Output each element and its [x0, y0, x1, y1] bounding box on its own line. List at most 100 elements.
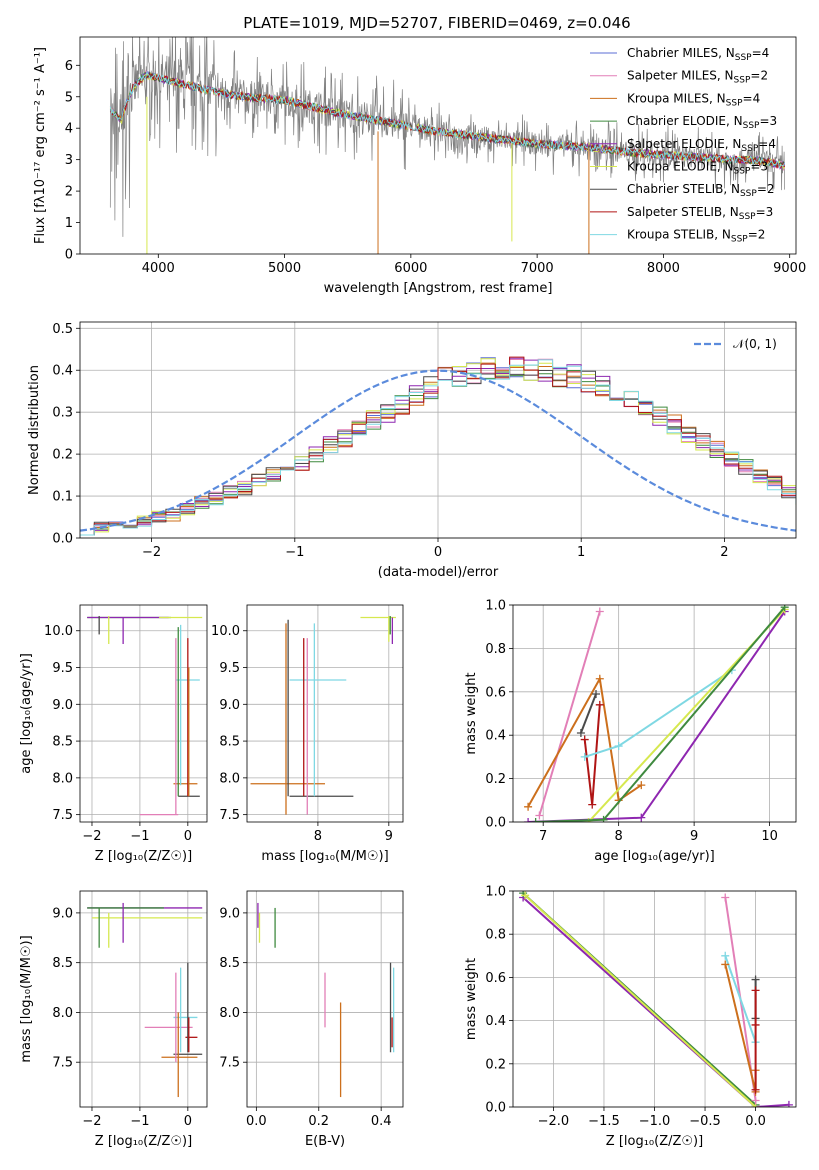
x-tick-label: 8000 [647, 261, 680, 276]
x-tick-label: 0.4 [371, 1114, 392, 1129]
x-tick-label: 7 [539, 829, 547, 844]
y-tick-label: 9.0 [219, 906, 240, 921]
weight-point-marker [614, 742, 623, 751]
y-tick-label: 9.0 [219, 698, 240, 713]
legend-label: Chabrier STELIB, NSSP=2 [627, 182, 775, 199]
x-axis-label: (data-model)/error [378, 565, 499, 580]
x-tick-label: 0.0 [745, 1114, 766, 1129]
spectrum-axes: 4000 5000 6000 7000 8000 9000 0 1 2 3 4 5 6 wavelengt… [33, 47, 806, 296]
kroupa-stelib-weight-line [724, 955, 757, 1043]
y-tick-label: 9.0 [52, 906, 73, 921]
chabrier-stelib-weight-line [579, 693, 597, 734]
x-tick-label: −2 [142, 545, 161, 560]
y-tick-label: 9.5 [219, 661, 240, 676]
x-axis-label: age [log₁₀(age/yr)] [594, 849, 715, 864]
y-tick-label: 0.6 [485, 971, 506, 986]
y-axis-label: mass weight [464, 672, 479, 754]
x-tick-label: 0 [184, 1114, 192, 1129]
y-tick-label: 9.0 [52, 698, 73, 713]
legend-label: Salpeter MILES, NSSP=2 [627, 69, 768, 86]
y-tick-label: 8.0 [52, 1006, 73, 1021]
y-tick-label: 8.5 [52, 956, 73, 971]
x-axis-label: E(B-V) [305, 1134, 345, 1149]
y-tick-label: 0.0 [52, 532, 73, 547]
x-axis-label: mass [log₁₀(M/M☉)] [261, 849, 388, 864]
normal-distribution-curve [80, 369, 796, 532]
y-tick-label: 0.0 [485, 1101, 506, 1116]
legend-label: Kroupa ELODIE, NSSP=3 [627, 160, 768, 177]
legend-label: Salpeter ELODIE, NSSP=4 [627, 137, 776, 154]
y-axis-label: mass weight [464, 958, 479, 1040]
y-tick-label: 6 [65, 59, 73, 74]
chabrier-stelib-model-line [109, 70, 785, 168]
weight-point-marker [751, 1020, 760, 1029]
y-tick-label: 8.5 [219, 735, 240, 750]
weight-point-marker [535, 811, 544, 820]
y-axis-label: age [log₁₀(age/yr)] [19, 653, 34, 774]
weight-point-marker [721, 951, 730, 960]
x-tick-label: −2 [82, 1114, 101, 1129]
age-vs-mass-marks [250, 616, 396, 815]
y-tick-label: 2 [65, 185, 73, 200]
weight-point-marker [721, 893, 730, 902]
x-tick-label: 9 [690, 829, 698, 844]
residuals-frame [79, 321, 797, 539]
weight-point-marker [751, 1096, 760, 1105]
x-tick-label: −1 [130, 1114, 149, 1129]
x-tick-label: 6000 [394, 261, 427, 276]
weight_vs_age-axes: 7 8 9 10 0.0 0.2 0.4 0.6 0.8 1.0 age [log₁₀(age/yr… [464, 599, 796, 864]
x-tick-label: 0.2 [308, 1114, 329, 1129]
x-tick-label: 1 [577, 545, 585, 560]
weight-point-marker [580, 735, 589, 744]
weight-point-marker [595, 674, 604, 683]
x-tick-label: 7000 [521, 261, 554, 276]
salpeter-elodie-histogram [80, 357, 796, 538]
x-tick-label: 8 [314, 829, 322, 844]
weight-point-marker [637, 813, 646, 822]
y-tick-label: 0.4 [485, 1014, 506, 1029]
weight-point-marker [595, 607, 604, 616]
legend-label: Chabrier ELODIE, NSSP=3 [627, 114, 777, 131]
x-tick-label: 5000 [268, 261, 301, 276]
mass-vs-Z-frame [79, 890, 208, 1108]
legend-label: Kroupa MILES, NSSP=4 [627, 91, 760, 108]
y-tick-label: 0.5 [52, 322, 73, 337]
salpeter-stelib-model-line [109, 73, 786, 169]
kroupa-elodie-weight-line [524, 894, 757, 1107]
legend-label: Salpeter STELIB, NSSP=3 [627, 205, 773, 222]
x-tick-label: 9000 [773, 261, 806, 276]
weight-vs-Z-frame [512, 890, 797, 1108]
x-tick-label: 10 [761, 829, 778, 844]
spectrum-frame [79, 36, 797, 255]
x-tick-label: 8 [615, 829, 623, 844]
y-tick-label: 0.1 [52, 490, 73, 505]
y-tick-label: 0 [65, 248, 73, 263]
kroupa-elodie-histogram [80, 358, 796, 538]
weight-point-marker [751, 1085, 760, 1094]
y-tick-label: 0.8 [485, 928, 506, 943]
weight-point-marker [599, 815, 608, 822]
y-tick-label: 1.0 [485, 599, 506, 614]
y-tick-label: 0.2 [52, 448, 73, 463]
weight-point-marker [588, 800, 597, 809]
x-tick-label: −2.0 [538, 1114, 570, 1129]
weight-point-marker [780, 605, 789, 612]
x-tick-label: 2 [720, 545, 728, 560]
figure-title: PLATE=1019, MJD=52707, FIBERID=0469, z=0… [243, 14, 630, 32]
y-tick-label: 10.0 [211, 624, 240, 639]
x-tick-label: −1.5 [588, 1114, 620, 1129]
y-tick-label: 10.0 [44, 624, 73, 639]
kroupa-stelib-histogram [80, 359, 796, 538]
y-tick-label: 0.3 [52, 406, 73, 421]
x-axis-label: Z [log₁₀(Z/Z☉)] [606, 1134, 703, 1149]
weight-point-marker [751, 975, 760, 984]
salpeter-miles-histogram [80, 358, 796, 538]
legend-label: Chabrier MILES, NSSP=4 [627, 46, 769, 63]
salpeter-elodie-weight-line [528, 610, 786, 822]
weight-point-marker [524, 802, 533, 811]
y-tick-label: 7.5 [52, 808, 73, 823]
y-tick-label: 0.8 [485, 642, 506, 657]
weight-point-marker [524, 818, 533, 822]
weight-point-marker [637, 781, 646, 790]
salpeter-miles-weight-line [538, 611, 601, 816]
